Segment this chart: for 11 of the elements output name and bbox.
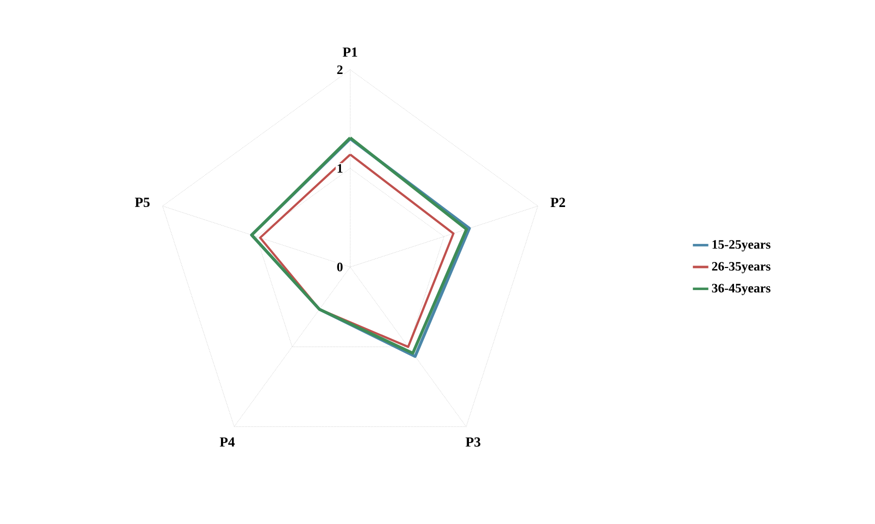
legend-label: 15-25years	[712, 240, 770, 252]
y-tick-label: 1	[338, 164, 342, 173]
spoke-label: P2	[550, 198, 566, 208]
y-tick-label: 2	[337, 66, 343, 74]
spoke-label: P4	[220, 438, 235, 447]
spoke-label: P5	[134, 198, 150, 208]
spoke-label: P3	[466, 438, 480, 447]
spoke-label: P1	[342, 48, 358, 57]
y-tick-label: 0	[337, 262, 343, 272]
legend-label: 26-35years	[712, 262, 770, 274]
legend-label: 36-45years	[712, 284, 770, 296]
